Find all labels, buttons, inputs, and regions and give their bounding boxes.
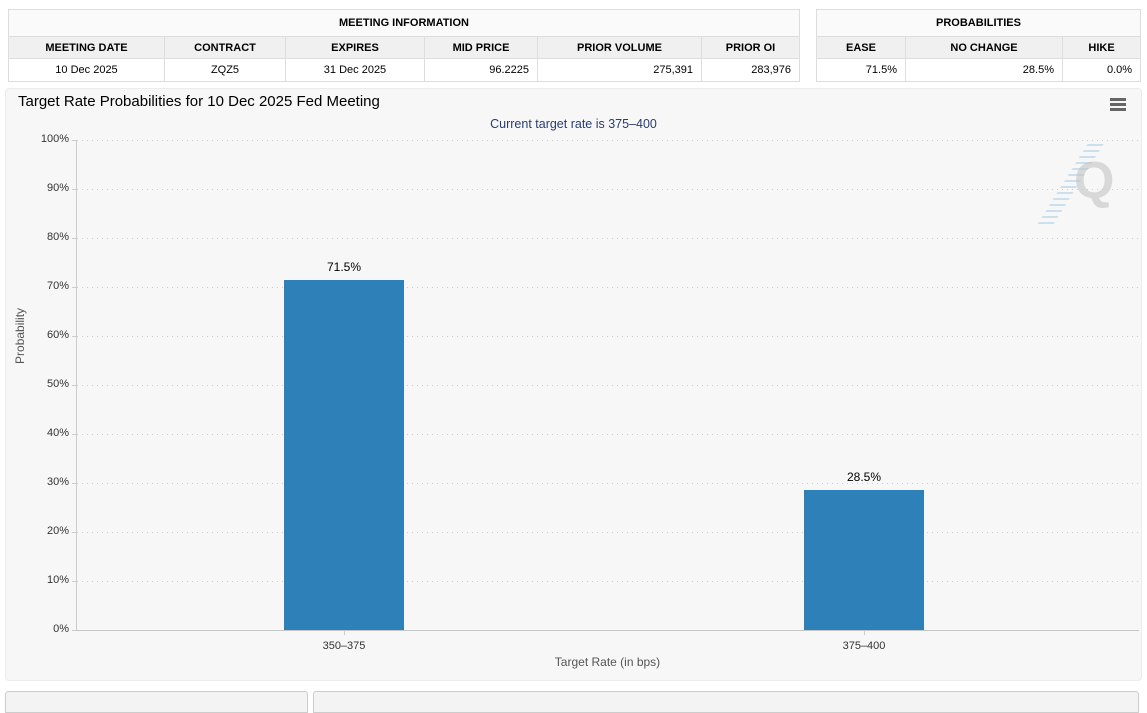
expires-value: 31 Dec 2025 <box>285 58 425 82</box>
col-header-ease: EASE <box>816 36 906 59</box>
x-axis-line <box>76 630 1139 631</box>
probabilities-table: PROBABILITIES EASE NO CHANGE HIKE 71.5% … <box>815 9 1142 82</box>
y-tick <box>72 385 76 386</box>
col-header-hike: HIKE <box>1061 36 1142 59</box>
y-tick <box>72 630 76 631</box>
plot-area: 100% 90% 80% 70% 60% 50% 40% 30% 20% 10%… <box>41 133 1139 652</box>
y-tick-label: 100% <box>40 133 69 145</box>
gridline <box>77 287 1138 288</box>
y-tick-label: 0% <box>53 623 69 635</box>
x-category-label: 375–400 <box>842 640 886 652</box>
bottom-left-panel <box>5 691 308 713</box>
y-tick-label: 40% <box>46 427 69 439</box>
mid-price-value: 96.2225 <box>424 58 538 82</box>
gridline <box>77 140 1138 141</box>
col-header-expires: EXPIRES <box>285 36 425 59</box>
bar-data-label: 71.5% <box>326 259 362 274</box>
y-tick <box>72 238 76 239</box>
y-tick <box>72 483 76 484</box>
y-tick-label: 70% <box>46 280 69 292</box>
x-tick <box>344 631 345 635</box>
meeting-information-title: MEETING INFORMATION <box>8 9 800 37</box>
gridline <box>77 532 1138 533</box>
table-row: 10 Dec 2025 ZQZ5 31 Dec 2025 96.2225 275… <box>8 58 800 82</box>
gridline <box>77 238 1138 239</box>
x-axis-title: Target Rate (in bps) <box>554 655 661 669</box>
y-tick-label: 20% <box>46 525 69 537</box>
contract-value: ZQZ5 <box>164 58 286 82</box>
col-header-contract: CONTRACT <box>164 36 286 59</box>
y-tick-label: 90% <box>46 182 69 194</box>
y-tick <box>72 434 76 435</box>
y-tick <box>72 532 76 533</box>
gridline <box>77 336 1138 337</box>
col-header-mid-price: MID PRICE <box>424 36 538 59</box>
y-axis-line <box>76 140 77 630</box>
gridline <box>77 385 1138 386</box>
meeting-information-table: MEETING INFORMATION MEETING DATE CONTRAC… <box>8 9 800 82</box>
y-tick-label: 50% <box>46 378 69 390</box>
col-header-no-change: NO CHANGE <box>905 36 1063 59</box>
gridline <box>77 581 1138 582</box>
col-header-meeting-date: MEETING DATE <box>8 36 165 59</box>
y-tick <box>72 581 76 582</box>
table-row: 71.5% 28.5% 0.0% <box>816 58 1142 82</box>
table-header-row: MEETING DATE CONTRACT EXPIRES MID PRICE … <box>8 36 800 59</box>
ease-value: 71.5% <box>816 58 906 82</box>
y-tick-label: 80% <box>46 231 69 243</box>
x-category-label: 350–375 <box>322 640 366 652</box>
y-tick-label: 60% <box>46 329 69 341</box>
y-tick <box>72 287 76 288</box>
gridline <box>77 483 1138 484</box>
prior-volume-value: 275,391 <box>537 58 702 82</box>
bar-data-label: 28.5% <box>846 470 882 485</box>
y-tick <box>72 140 76 141</box>
quikstrike-watermark-logo: Q <box>1074 152 1115 210</box>
hamburger-menu-icon[interactable] <box>1107 96 1129 114</box>
meeting-date-value: 10 Dec 2025 <box>8 58 165 82</box>
y-tick-label: 10% <box>46 574 69 586</box>
no-change-value: 28.5% <box>905 58 1063 82</box>
prior-oi-value: 283,976 <box>701 58 800 82</box>
col-header-prior-oi: PRIOR OI <box>701 36 800 59</box>
col-header-prior-volume: PRIOR VOLUME <box>537 36 702 59</box>
x-tick <box>864 631 865 635</box>
y-tick <box>72 189 76 190</box>
chart-title: Target Rate Probabilities for 10 Dec 202… <box>18 93 380 110</box>
bar-375-400[interactable] <box>804 490 924 630</box>
chart-subtitle: Current target rate is 375–400 <box>490 117 657 131</box>
bottom-right-panel <box>313 691 1139 713</box>
hike-value: 0.0% <box>1061 58 1142 82</box>
table-header-row: EASE NO CHANGE HIKE <box>816 36 1142 59</box>
bar-350-375[interactable] <box>284 279 404 630</box>
y-tick-label: 30% <box>46 476 69 488</box>
gridline <box>77 434 1138 435</box>
gridline <box>77 189 1138 190</box>
fedwatch-chart-panel: Target Rate Probabilities for 10 Dec 202… <box>5 88 1142 681</box>
y-tick <box>72 336 76 337</box>
probabilities-title: PROBABILITIES <box>815 9 1142 37</box>
